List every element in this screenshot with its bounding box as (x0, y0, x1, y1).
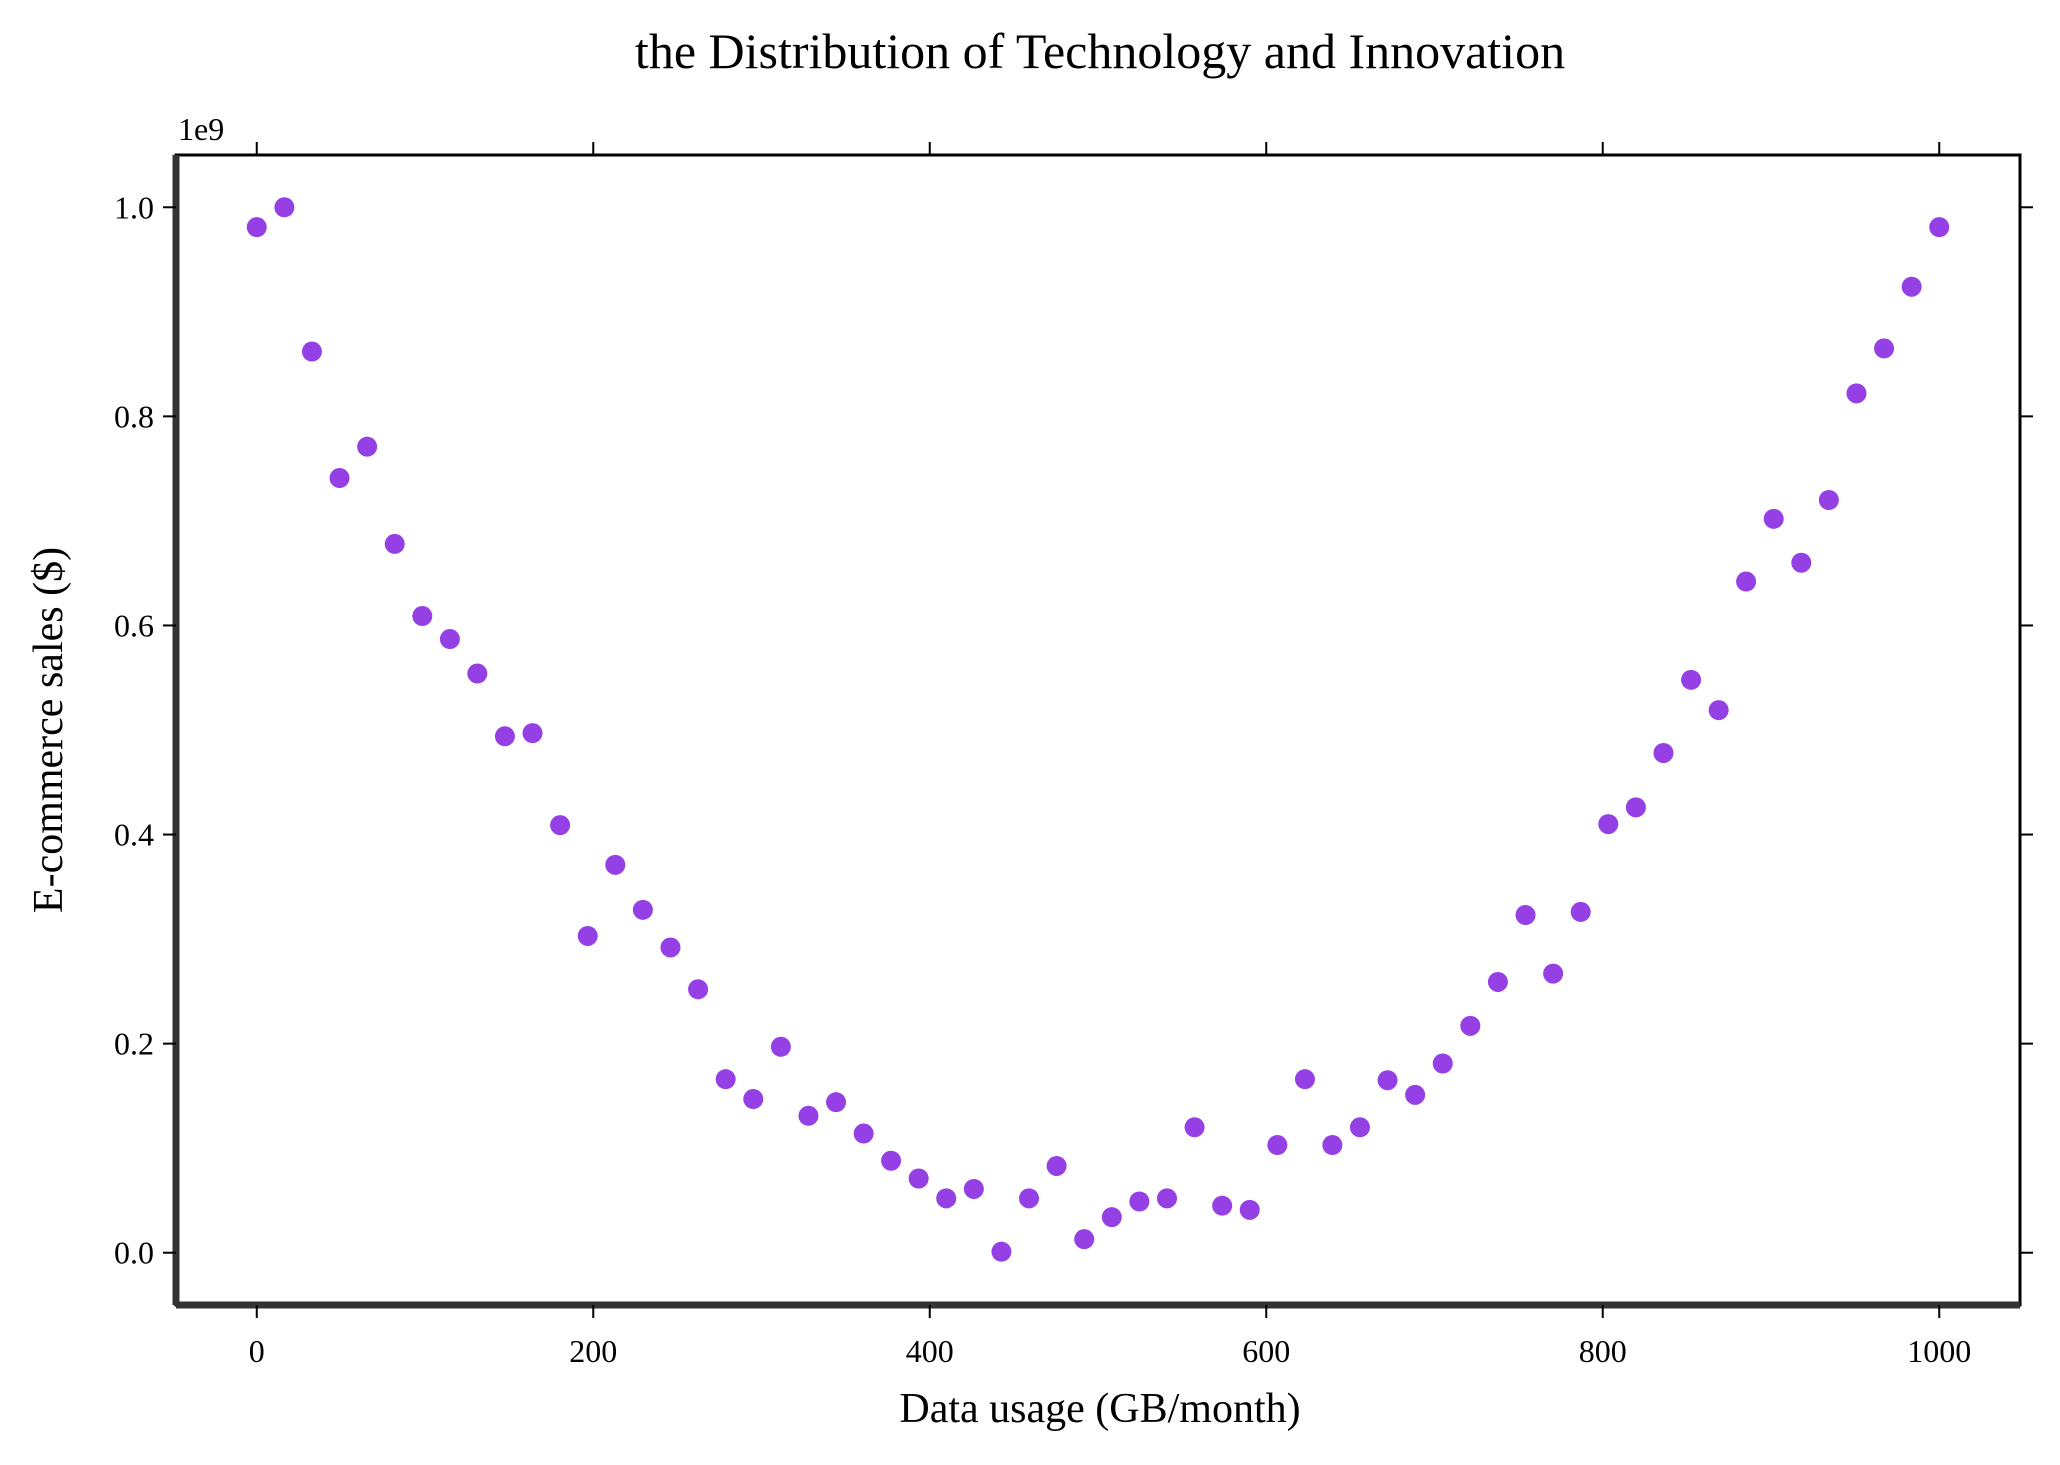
data-point (357, 436, 378, 457)
data-point (1129, 1191, 1150, 1212)
data-point (550, 815, 571, 836)
data-point (301, 341, 322, 362)
data-point (467, 663, 488, 684)
data-point (1046, 1155, 1067, 1176)
x-tick-label: 200 (569, 1333, 617, 1369)
data-point (1322, 1135, 1343, 1156)
x-tick-label: 1000 (1907, 1333, 1971, 1369)
data-points (246, 197, 1950, 1262)
y-tick-label: 1.0 (114, 189, 154, 225)
data-point (1294, 1069, 1315, 1090)
data-point (1708, 700, 1729, 721)
data-point (412, 606, 433, 627)
data-point (1212, 1195, 1233, 1216)
y-tick-label: 0.6 (114, 607, 154, 643)
data-point (1515, 905, 1536, 926)
data-point (1763, 508, 1784, 529)
data-point (1074, 1229, 1095, 1250)
data-point (1184, 1117, 1205, 1138)
y-axis-label: E-commerce sales ($) (26, 547, 72, 913)
data-point (1846, 383, 1867, 404)
y-axis-ticks: 0.0 0.2 0.4 0.6 0.8 1.0 (114, 189, 2033, 1271)
data-point (494, 726, 515, 747)
data-point (1681, 669, 1702, 690)
y-tick-label: 0.4 (114, 817, 154, 853)
x-tick-label: 800 (1579, 1333, 1627, 1369)
x-tick-label: 0 (249, 1333, 265, 1369)
data-point (1625, 797, 1646, 818)
y-axis-offset-label: 1e9 (178, 111, 224, 147)
data-point (1901, 276, 1922, 297)
data-point (1405, 1084, 1426, 1105)
y-tick-label: 0.0 (114, 1235, 154, 1271)
data-point (798, 1105, 819, 1126)
data-point (1929, 217, 1950, 238)
data-point (274, 197, 295, 218)
data-point (329, 468, 350, 489)
y-tick-label: 0.2 (114, 1026, 154, 1062)
data-point (1570, 901, 1591, 922)
data-point (853, 1123, 874, 1144)
plot-frame (174, 153, 2022, 1307)
data-point (1874, 338, 1895, 359)
data-point (1653, 743, 1674, 763)
data-point (1377, 1070, 1398, 1091)
data-point (936, 1188, 957, 1209)
data-point (1349, 1117, 1370, 1138)
data-point (1239, 1199, 1260, 1220)
data-point (1487, 971, 1508, 992)
data-point (743, 1089, 764, 1110)
data-point (632, 899, 653, 920)
data-point (1543, 963, 1564, 984)
data-point (991, 1241, 1012, 1262)
data-point (1460, 1015, 1481, 1036)
data-point (715, 1069, 736, 1090)
data-point (1598, 814, 1619, 835)
data-point (963, 1178, 984, 1199)
x-tick-label: 600 (1242, 1333, 1290, 1369)
x-tick-label: 400 (906, 1333, 954, 1369)
data-point (1101, 1207, 1122, 1228)
data-point (770, 1036, 791, 1057)
data-point (1267, 1135, 1288, 1156)
data-point (384, 533, 405, 554)
data-point (605, 854, 626, 875)
data-point (1818, 490, 1839, 510)
data-point (246, 217, 267, 238)
x-axis-ticks: 0 200 400 600 800 1000 (249, 142, 1971, 1369)
data-point (1019, 1188, 1040, 1209)
data-point (439, 629, 460, 650)
data-point (1156, 1188, 1177, 1209)
x-axis-label: Data usage (GB/month) (899, 1386, 1300, 1432)
data-point (1736, 571, 1757, 592)
chart-title: the Distribution of Technology and Innov… (635, 23, 1565, 79)
data-point (688, 979, 709, 1000)
data-point (881, 1150, 902, 1171)
data-point (1791, 552, 1812, 573)
y-tick-label: 0.8 (114, 398, 154, 434)
data-point (577, 925, 598, 946)
data-point (908, 1168, 929, 1189)
data-point (660, 937, 681, 958)
data-point (1432, 1053, 1453, 1074)
data-point (522, 723, 543, 744)
data-point (826, 1092, 847, 1113)
